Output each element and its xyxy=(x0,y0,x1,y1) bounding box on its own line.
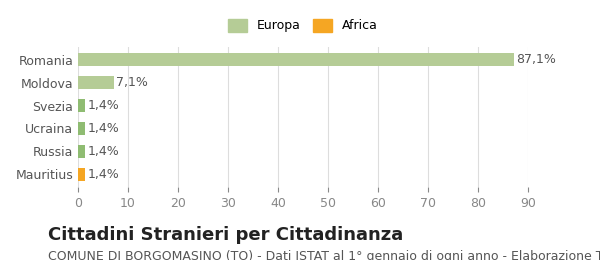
Text: Cittadini Stranieri per Cittadinanza: Cittadini Stranieri per Cittadinanza xyxy=(48,226,403,244)
Bar xyxy=(78,168,85,181)
Text: 1,4%: 1,4% xyxy=(88,145,119,158)
Bar xyxy=(78,53,514,66)
Bar xyxy=(78,99,85,112)
Bar xyxy=(78,76,113,89)
Text: 7,1%: 7,1% xyxy=(116,76,148,89)
Text: 1,4%: 1,4% xyxy=(88,168,119,181)
Text: 1,4%: 1,4% xyxy=(88,122,119,135)
Text: 1,4%: 1,4% xyxy=(88,99,119,112)
Text: COMUNE DI BORGOMASINO (TO) - Dati ISTAT al 1° gennaio di ogni anno - Elaborazion: COMUNE DI BORGOMASINO (TO) - Dati ISTAT … xyxy=(48,250,600,260)
Legend: Europa, Africa: Europa, Africa xyxy=(223,14,383,37)
Text: 87,1%: 87,1% xyxy=(516,53,556,66)
Bar xyxy=(78,145,85,158)
Bar xyxy=(78,122,85,135)
